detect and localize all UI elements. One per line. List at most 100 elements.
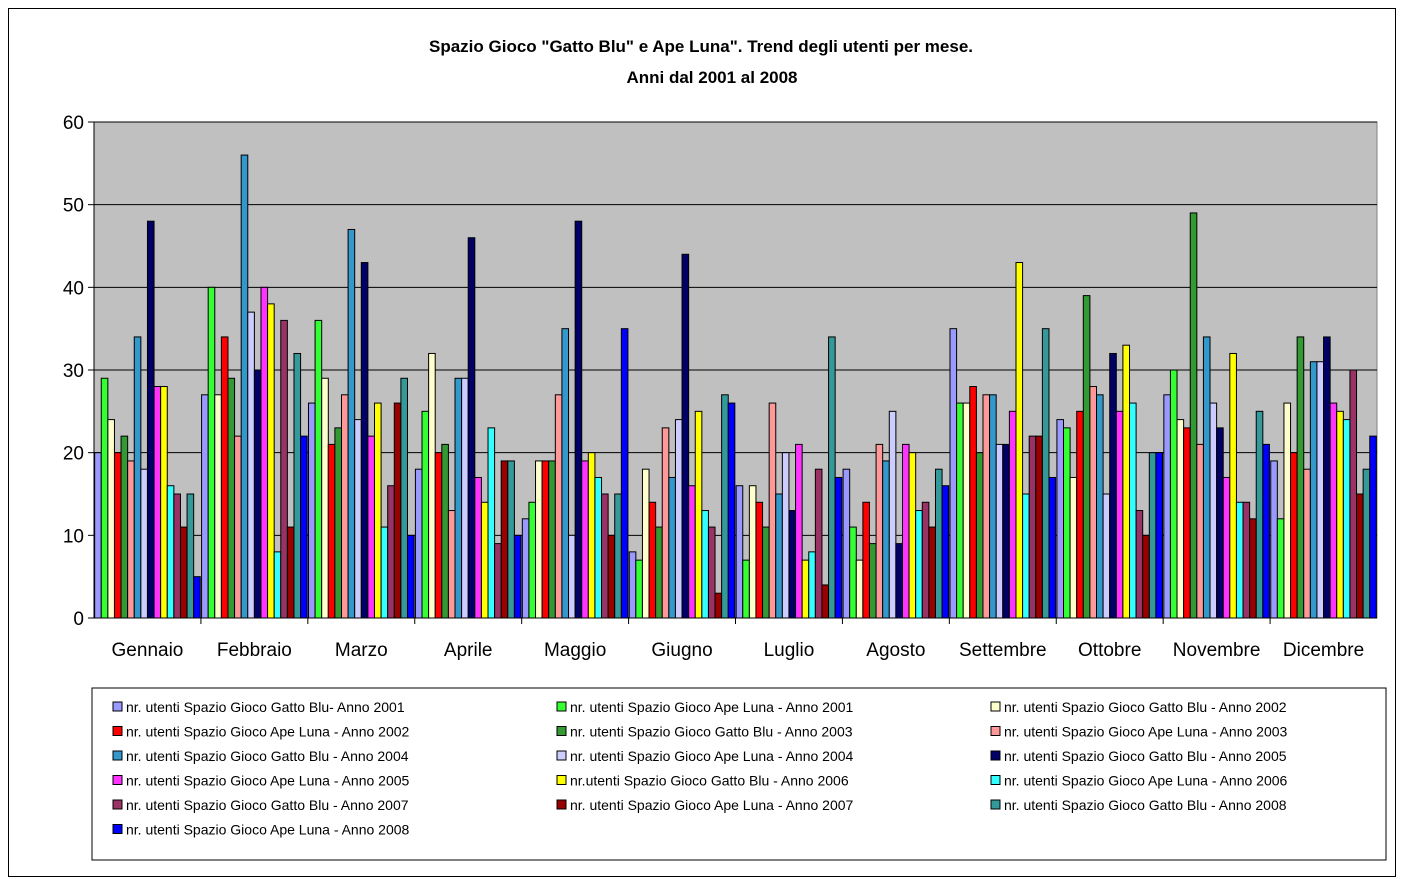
bar xyxy=(1028,435,1037,619)
bar xyxy=(327,443,336,619)
legend-label: nr. utenti Spazio Gioco Gatto Blu- Anno … xyxy=(126,699,405,715)
bar xyxy=(480,501,489,619)
bar xyxy=(1362,468,1371,619)
bar xyxy=(373,402,382,619)
legend-swatch xyxy=(556,750,567,761)
bar xyxy=(1303,468,1311,619)
bar xyxy=(1183,427,1191,619)
y-tick-label: 60 xyxy=(63,113,84,134)
bar xyxy=(146,220,155,619)
bar xyxy=(1209,402,1218,619)
bar xyxy=(989,394,997,619)
bar xyxy=(1076,410,1084,619)
bar xyxy=(160,386,168,619)
legend-swatch xyxy=(990,750,1001,761)
bar xyxy=(507,460,515,619)
bar xyxy=(467,237,476,619)
bar xyxy=(240,154,249,619)
legend-label: nr. utenti Spazio Gioco Gatto Blu - Anno… xyxy=(1004,748,1287,764)
bar xyxy=(94,452,102,619)
legend-label: nr. utenti Spazio Gioco Ape Luna - Anno … xyxy=(126,773,410,789)
bar xyxy=(568,534,576,619)
bar xyxy=(735,485,744,619)
legend-swatch xyxy=(112,701,123,712)
bar xyxy=(1349,369,1358,619)
legend-swatch xyxy=(556,799,567,810)
bar xyxy=(535,460,543,619)
bar xyxy=(901,443,910,619)
bar xyxy=(321,377,329,619)
legend-swatch xyxy=(112,799,123,810)
bar xyxy=(1063,427,1071,619)
bar xyxy=(1316,361,1325,619)
bar xyxy=(166,485,175,619)
bar xyxy=(153,386,162,619)
bar xyxy=(862,501,870,619)
bar xyxy=(1129,402,1137,619)
bar xyxy=(380,526,389,619)
bar xyxy=(1296,336,1305,619)
bar xyxy=(895,543,903,619)
bar xyxy=(668,476,676,619)
bar xyxy=(234,435,242,619)
bar xyxy=(1002,443,1010,619)
bar xyxy=(801,559,810,619)
bar xyxy=(127,460,135,619)
bar xyxy=(1122,344,1131,619)
bar xyxy=(347,228,356,619)
category-label: Marzo xyxy=(335,640,388,661)
bar xyxy=(755,501,764,619)
bar xyxy=(300,435,308,619)
bar xyxy=(474,476,482,619)
bar xyxy=(513,534,522,619)
category-label: Maggio xyxy=(544,640,606,661)
bar xyxy=(742,559,750,619)
bar xyxy=(220,336,229,619)
bar xyxy=(587,452,596,619)
bar xyxy=(393,402,402,619)
bar xyxy=(1148,452,1157,619)
bar xyxy=(1356,493,1364,619)
category-label: Febbraio xyxy=(217,640,292,661)
bar xyxy=(1109,352,1117,619)
bar xyxy=(521,518,530,619)
legend-swatch xyxy=(990,799,1001,810)
bar xyxy=(1276,518,1285,619)
bar xyxy=(655,526,663,619)
bar xyxy=(307,402,316,619)
bar xyxy=(1048,476,1057,619)
bar xyxy=(554,394,563,619)
bar xyxy=(140,468,148,619)
bar xyxy=(628,551,637,619)
bar xyxy=(875,443,884,619)
legend: nr. utenti Spazio Gioco Gatto Blu- Anno … xyxy=(91,687,1387,861)
bar xyxy=(107,419,115,619)
bar xyxy=(1169,369,1178,619)
legend-swatch xyxy=(990,701,1001,712)
bar xyxy=(428,352,436,619)
bar xyxy=(614,493,622,619)
bar xyxy=(400,377,408,619)
bar xyxy=(1262,443,1270,619)
bar xyxy=(1056,419,1065,619)
bar xyxy=(1069,476,1078,619)
legend-swatch xyxy=(990,726,1001,736)
legend-swatch xyxy=(112,726,123,736)
bar xyxy=(581,460,589,619)
bar xyxy=(1142,534,1150,619)
category-label: Ottobre xyxy=(1078,640,1141,661)
legend-swatch xyxy=(556,775,567,785)
bar xyxy=(367,435,375,619)
legend-swatch xyxy=(112,750,123,761)
category-label: Giugno xyxy=(651,640,712,661)
bar xyxy=(594,476,603,619)
bar xyxy=(908,452,917,619)
legend-swatch xyxy=(990,775,1001,785)
bar xyxy=(1008,410,1017,619)
bar xyxy=(648,501,657,619)
legend-label: nr. utenti Spazio Gioco Ape Luna - Anno … xyxy=(126,724,410,740)
y-tick-label: 20 xyxy=(63,444,84,465)
bar xyxy=(995,443,1004,619)
bar xyxy=(814,468,823,619)
